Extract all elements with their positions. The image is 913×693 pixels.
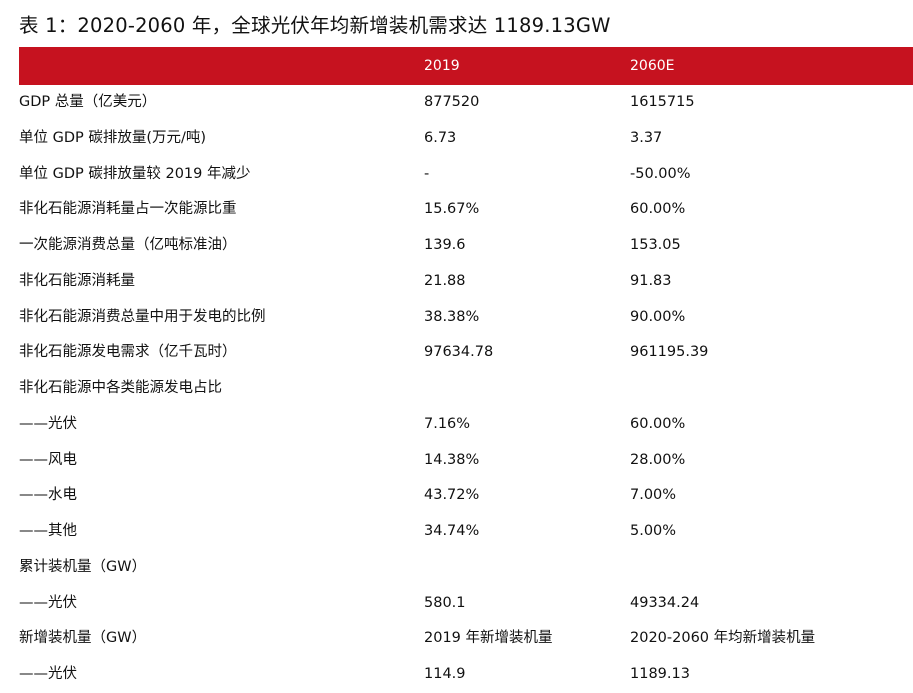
cell-2019: 15.67% [424,201,480,218]
table-row: 非化石能源消耗量占一次能源比重 15.67% 60.00% [19,192,913,228]
row-label: 非化石能源发电需求（亿千瓦时） [19,344,237,361]
table-title: 表 1：2020-2060 年，全球光伏年均新增装机需求达 1189.13GW [19,14,611,37]
row-label: ——光伏 [19,666,77,682]
table-row: 非化石能源中各类能源发电占比 [19,371,913,407]
cell-2019: 97634.78 [424,344,494,361]
cell-2019: 7.16% [424,415,471,432]
table-row: ——光伏 7.16% 60.00% [19,407,913,443]
cell-2060e: 1615715 [630,94,695,110]
table-header: 2019 2060E [19,47,913,85]
row-label: 非化石能源消耗量占一次能源比重 [19,201,237,218]
table-row: ——水电 43.72% 7.00% [19,478,913,514]
table-row: 非化石能源发电需求（亿千瓦时） 97634.78 961195.39 [19,335,913,371]
table-row: 单位 GDP 碳排放量较 2019 年减少 - -50.00% [19,157,913,193]
cell-2019: 580.1 [424,594,466,611]
cell-2019: 43.72% [424,487,480,504]
cell-2019: 6.73 [424,129,457,146]
row-label: ——其他 [19,523,77,539]
table-row: 新增装机量（GW） 2019 年新增装机量 2020-2060 年均新增装机量 [19,621,913,657]
table-row: 累计装机量（GW） [19,550,913,586]
table-row: ——其他 34.74% 5.00% [19,514,913,550]
cell-2060e: 60.00% [630,201,686,218]
row-label: 累计装机量（GW） [19,558,147,575]
column-header-2060e: 2060E [630,58,675,74]
table-row: GDP 总量（亿美元） 877520 1615715 [19,85,913,121]
cell-2019: 2019 年新增装机量 [424,630,553,647]
cell-2060e: 153.05 [630,237,681,253]
cell-2060e: 961195.39 [630,344,709,361]
cell-2019: 877520 [424,94,480,110]
cell-2060e: 28.00% [630,451,686,468]
column-header-2019: 2019 [424,58,460,74]
row-label: ——光伏 [19,594,77,611]
cell-2019: 38.38% [424,308,480,325]
row-label: 非化石能源消耗量 [19,272,135,289]
cell-2060e: 1189.13 [630,666,690,682]
cell-2060e: 5.00% [630,523,677,539]
row-label: GDP 总量（亿美元） [19,94,157,110]
row-label: ——风电 [19,451,77,468]
row-label: ——水电 [19,487,77,504]
cell-2060e: 2020-2060 年均新增装机量 [630,630,816,647]
cell-2019: - [424,165,430,182]
cell-2060e: 60.00% [630,415,686,432]
cell-2060e: -50.00% [630,165,691,182]
table-row: ——光伏 114.9 1189.13 [19,657,913,693]
table-row: ——风电 14.38% 28.00% [19,443,913,479]
table-row: ——光伏 580.1 49334.24 [19,586,913,622]
cell-2019: 14.38% [424,451,480,468]
cell-2060e: 91.83 [630,272,672,289]
cell-2019: 114.9 [424,666,466,682]
cell-2060e: 3.37 [630,129,663,146]
row-label: 非化石能源中各类能源发电占比 [19,380,222,396]
cell-2019: 21.88 [424,272,466,289]
cell-2019: 34.74% [424,523,480,539]
cell-2060e: 90.00% [630,308,686,325]
table-row: 单位 GDP 碳排放量(万元/吨) 6.73 3.37 [19,121,913,157]
row-label: ——光伏 [19,415,77,432]
row-label: 新增装机量（GW） [19,630,147,647]
table-row: 非化石能源消耗量 21.88 91.83 [19,264,913,300]
row-label: 非化石能源消费总量中用于发电的比例 [19,308,266,325]
cell-2060e: 49334.24 [630,594,700,611]
table-row: 一次能源消费总量（亿吨标准油） 139.6 153.05 [19,228,913,264]
row-label: 单位 GDP 碳排放量(万元/吨) [19,129,207,146]
cell-2019: 139.6 [424,237,466,253]
cell-2060e: 7.00% [630,487,677,504]
table-body: GDP 总量（亿美元） 877520 1615715 单位 GDP 碳排放量(万… [19,85,913,693]
row-label: 单位 GDP 碳排放量较 2019 年减少 [19,165,251,182]
row-label: 一次能源消费总量（亿吨标准油） [19,237,237,253]
table-row: 非化石能源消费总量中用于发电的比例 38.38% 90.00% [19,300,913,336]
